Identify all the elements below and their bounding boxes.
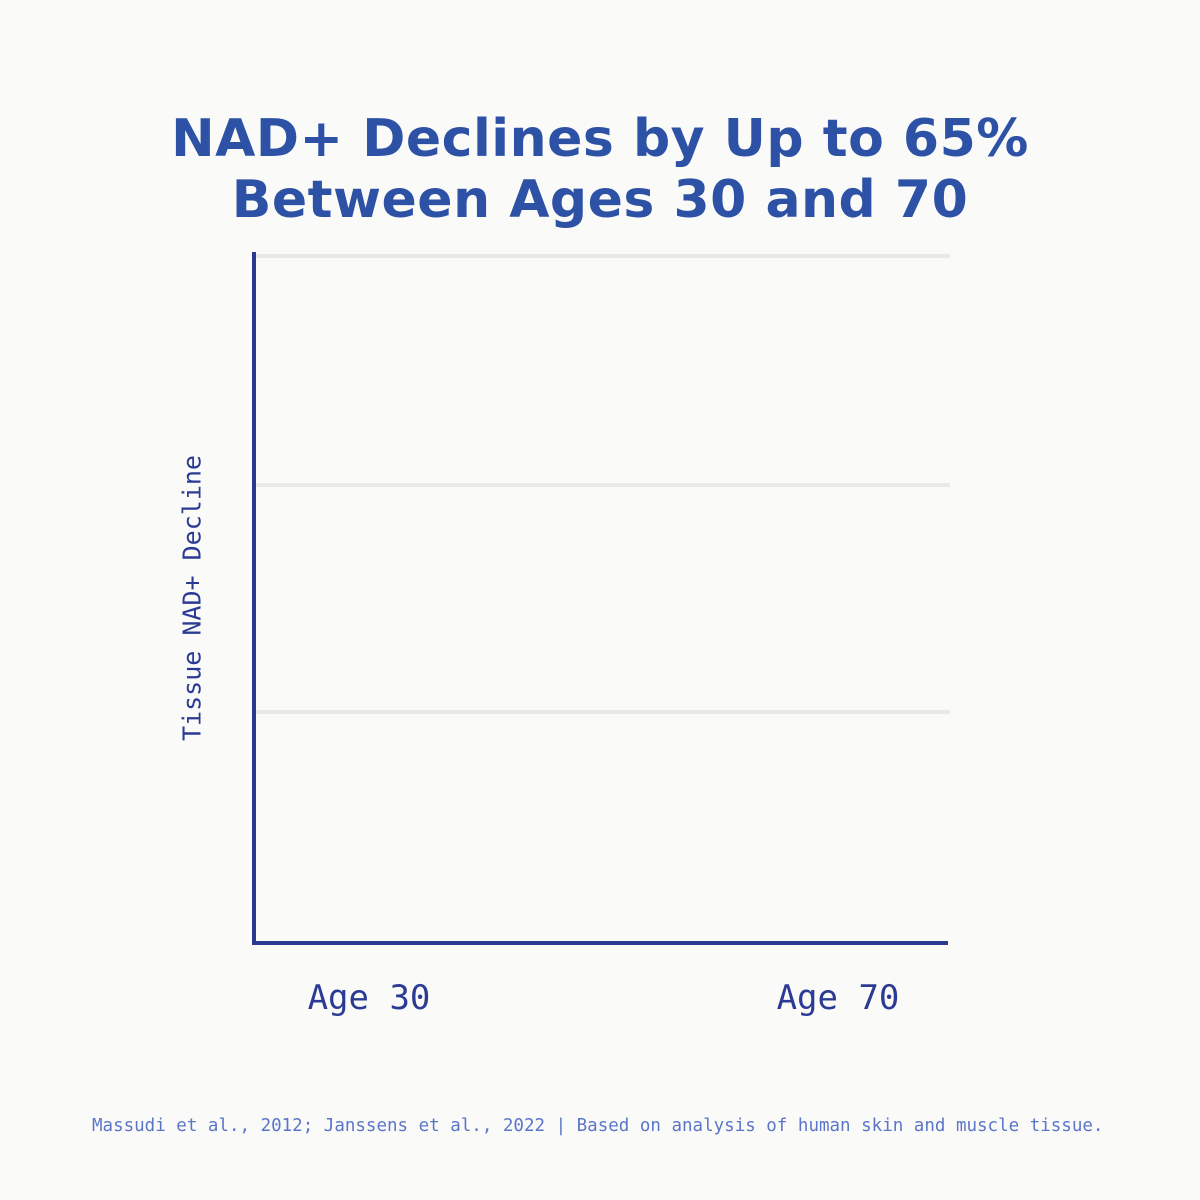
y-axis-label: Tissue NAD+ Decline [177,455,207,742]
source-citation: Massudi et al., 2012; Janssens et al., 2… [92,1116,1104,1136]
chart-title: NAD+ Declines by Up to 65% Between Ages 3… [0,109,1200,231]
gridline-middle [256,483,950,487]
gridline-bottom [256,710,950,714]
y-axis-line [252,252,256,945]
chart-title-line2: Between Ages 30 and 70 [231,170,969,230]
x-tick-age-30: Age 30 [307,978,431,1018]
chart-title-line1: NAD+ Declines by Up to 65% [171,109,1029,169]
gridline-top [256,254,950,258]
x-axis-line [252,941,948,945]
x-tick-age-70: Age 70 [776,978,900,1018]
plot-area [252,252,950,945]
